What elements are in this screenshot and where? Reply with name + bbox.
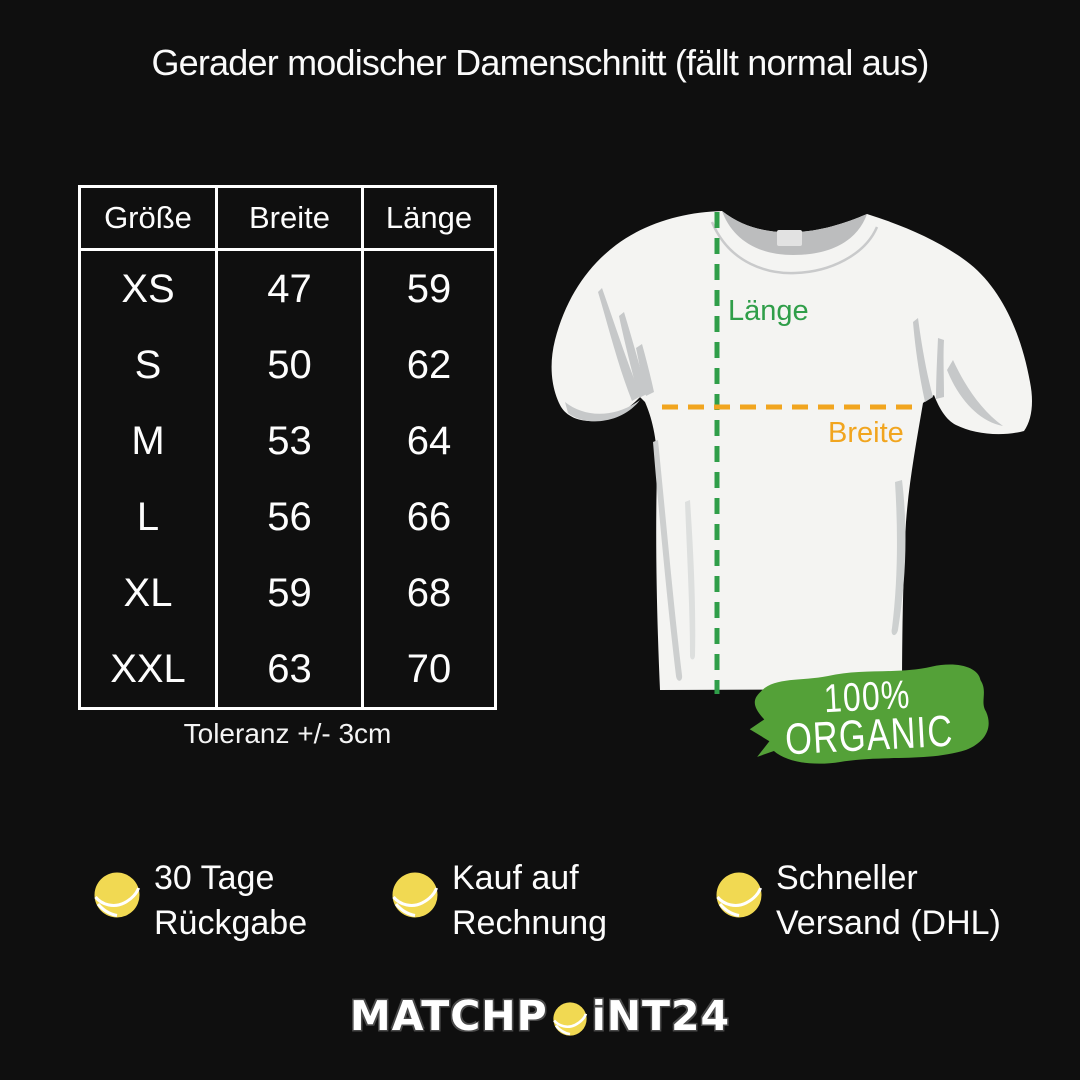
column-header-laenge: Länge (361, 188, 494, 248)
length-value: 66 (406, 494, 452, 539)
size-label: XXL (110, 646, 186, 691)
size-column: XS S M L XL XXL (81, 251, 215, 707)
width-column: 47 50 53 56 59 63 (215, 251, 361, 707)
tennis-ball-icon (716, 872, 762, 918)
feature-shipping: Schneller Versand (DHL) (716, 856, 1001, 946)
length-value: 62 (406, 342, 452, 387)
feature-line: Kauf auf (452, 859, 579, 897)
organic-badge-line2: ORGANIC (784, 707, 955, 765)
feature-line: Schneller (776, 859, 918, 897)
size-table-header-row: Größe Breite Länge (81, 188, 494, 251)
length-column: 59 62 64 66 68 70 (361, 251, 494, 707)
length-value: 59 (406, 266, 452, 311)
tennis-ball-icon (94, 872, 140, 918)
tennis-ball-icon (392, 872, 438, 918)
feature-invoice: Kauf auf Rechnung (392, 856, 607, 946)
feature-returns: 30 Tage Rückgabe (94, 856, 307, 946)
length-value: 68 (406, 570, 452, 615)
feature-line: Rechnung (452, 904, 608, 942)
logo-text-right: iNT24 (591, 992, 731, 1040)
tennis-ball-icon (552, 1002, 587, 1036)
feature-line: Versand (DHL) (776, 904, 1001, 942)
size-label: M (131, 418, 165, 463)
collar-label (777, 230, 802, 246)
tolerance-note: Toleranz +/- 3cm (183, 718, 392, 749)
size-label: L (136, 494, 160, 539)
feature-text: Kauf auf Rechnung (452, 856, 607, 946)
width-value: 63 (267, 646, 312, 691)
size-label: XS (121, 266, 175, 311)
width-value: 50 (267, 342, 312, 387)
size-table: Größe Breite Länge XS S M L XL XXL 47 50… (78, 185, 497, 710)
width-value: 53 (267, 418, 312, 463)
tshirt-body (551, 211, 1032, 690)
collar-seam (710, 221, 879, 275)
width-label: Breite (828, 417, 904, 449)
brand-logo: MATCHP iNT24 (0, 992, 1080, 1040)
width-value: 59 (267, 570, 312, 615)
size-table-body: XS S M L XL XXL 47 50 53 56 59 63 59 62 … (81, 251, 494, 707)
logo-text-left: MATCHP (349, 992, 548, 1040)
length-value: 64 (406, 418, 452, 463)
column-header-breite: Breite (215, 188, 361, 248)
organic-badge-splash (749, 664, 989, 764)
feature-text: 30 Tage Rückgabe (154, 856, 307, 946)
tshirt-shading (565, 288, 1003, 681)
feature-line: 30 Tage (154, 859, 275, 897)
organic-badge: 100% ORGANIC (749, 664, 989, 765)
tshirt-diagram: Länge Breite (551, 211, 1032, 694)
width-value: 47 (267, 266, 312, 311)
length-value: 70 (406, 646, 452, 691)
page-title: Gerader modischer Damenschnitt (fällt no… (151, 42, 929, 83)
length-label: Länge (728, 295, 809, 327)
size-label: S (134, 342, 162, 387)
organic-badge-line1: 100% (823, 671, 912, 721)
feature-text: Schneller Versand (DHL) (776, 856, 1001, 946)
size-label: XL (123, 570, 173, 615)
width-value: 56 (267, 494, 312, 539)
column-header-groesse: Größe (104, 200, 192, 235)
feature-line: Rückgabe (154, 904, 308, 942)
